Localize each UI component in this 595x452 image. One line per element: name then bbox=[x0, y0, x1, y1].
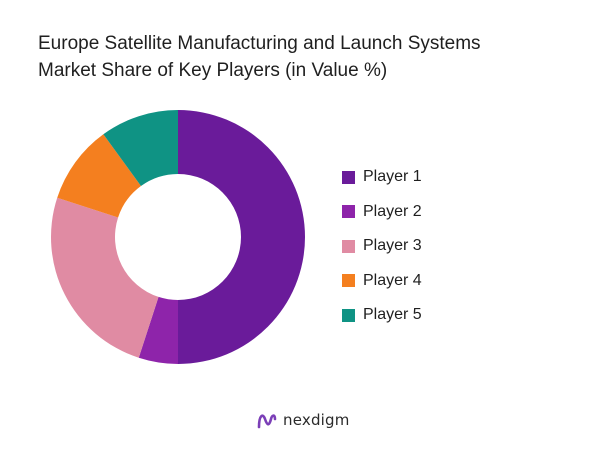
chart-title-line-1: Europe Satellite Manufacturing and Launc… bbox=[38, 33, 481, 54]
chart-title: Europe Satellite Manufacturing and Launc… bbox=[38, 30, 578, 84]
legend-label: Player 2 bbox=[363, 202, 422, 220]
legend-swatch bbox=[342, 205, 355, 219]
legend-label: Player 4 bbox=[363, 271, 422, 289]
legend-item-player-2: Player 2 bbox=[342, 195, 422, 230]
legend-item-player-1: Player 1 bbox=[342, 160, 422, 195]
donut-slice-player-1 bbox=[178, 110, 305, 364]
legend-swatch bbox=[342, 308, 355, 322]
legend-swatch bbox=[342, 239, 355, 253]
chart-legend: Player 1 Player 2 Player 3 Player 4 Player 5 bbox=[342, 160, 422, 333]
donut-slice-player-3 bbox=[51, 197, 159, 358]
legend-item-player-5: Player 5 bbox=[342, 298, 422, 333]
legend-label: Player 1 bbox=[363, 168, 422, 186]
chart-title-line-2: Market Share of Key Players (in Value %) bbox=[38, 60, 388, 81]
legend-swatch bbox=[342, 170, 355, 184]
legend-label: Player 3 bbox=[363, 237, 422, 255]
legend-swatch bbox=[342, 274, 355, 288]
brand-name: nexdigm bbox=[283, 411, 350, 429]
legend-item-player-3: Player 3 bbox=[342, 229, 422, 264]
legend-item-player-4: Player 4 bbox=[342, 264, 422, 299]
nexdigm-logo-icon bbox=[257, 414, 277, 429]
brand-footer: nexdigm bbox=[256, 408, 350, 432]
donut-slice-player-4 bbox=[57, 134, 141, 218]
donut-slice-player-2 bbox=[138, 296, 178, 364]
donut-slice-player-5 bbox=[103, 110, 178, 187]
legend-label: Player 5 bbox=[363, 306, 422, 324]
